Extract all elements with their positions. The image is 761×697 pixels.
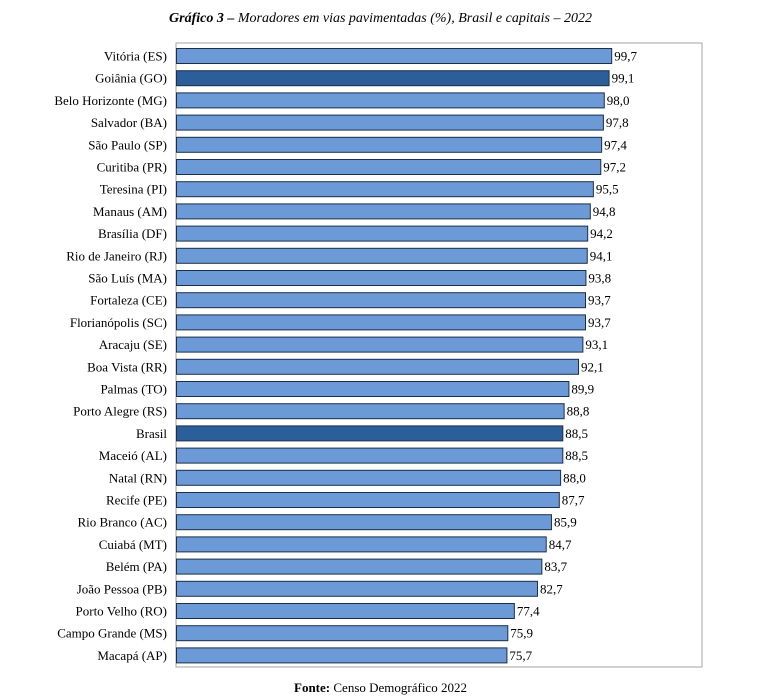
plot-frame [175,42,703,668]
category-label: Vitória (ES) [104,49,167,64]
bar [176,625,509,642]
bar [176,469,562,486]
category-label: Rio de Janeiro (RJ) [66,248,167,263]
bar [176,647,508,664]
value-label: 93,7 [588,315,611,330]
bar [176,181,594,198]
bar [176,514,552,531]
category-label: Belém (PA) [106,559,167,574]
value-label: 97,8 [606,115,629,130]
chart-title-lead: Gráfico 3 – [169,11,235,26]
chart-title: Gráfico 3 – Moradores em vias pavimentad… [0,11,761,27]
bar [176,358,580,375]
value-label: 94,1 [590,248,613,263]
value-label: 93,1 [585,337,608,352]
bar [176,270,587,286]
category-label: Natal (RN) [109,470,167,485]
value-label: 84,7 [549,537,572,552]
value-label: 93,7 [588,293,611,308]
value-label: 98,0 [607,93,630,108]
category-label: Boa Vista (RR) [87,359,167,374]
value-label: 88,5 [565,426,588,441]
value-label: 99,1 [612,71,635,86]
bar [176,292,587,309]
value-label: 83,7 [544,559,567,574]
value-label: 75,9 [510,626,533,641]
bar [176,603,515,619]
category-label: São Luís (MA) [88,271,167,286]
value-label: 88,5 [565,448,588,463]
value-label: 94,8 [593,204,616,219]
bar [176,381,570,397]
category-label: Manaus (AM) [93,204,167,219]
value-label: 88,8 [567,404,590,419]
bar [176,403,565,420]
category-label: Palmas (TO) [100,382,167,397]
bar [176,92,605,109]
category-label: Fortaleza (CE) [90,293,167,308]
value-label: 75,7 [509,648,532,663]
bar [176,558,543,575]
category-label: Teresina (PI) [100,182,167,197]
chart-title-text: Moradores em vias pavimentadas (%), Bras… [237,11,592,26]
bar [176,492,560,508]
category-label: Rio Branco (AC) [77,515,167,530]
category-label: Macapá (AP) [97,648,167,663]
value-label: 77,4 [517,604,540,619]
value-label: 97,4 [604,137,627,152]
bar [176,136,603,153]
category-label: João Pessoa (PB) [77,581,167,596]
bar [176,203,591,220]
bar [176,536,547,553]
bar [176,225,589,242]
category-label: Salvador (BA) [91,115,167,130]
bar [176,48,613,64]
category-label: Maceió (AL) [99,448,167,463]
value-label: 82,7 [540,581,563,596]
category-label: Recife (PE) [106,493,167,508]
category-label: Cuiabá (MT) [99,537,167,552]
bar [176,314,587,331]
category-label: Porto Velho (RO) [76,604,167,619]
bar [176,70,610,87]
bar [176,425,564,442]
bar [176,159,602,175]
bar [176,114,604,131]
chart-source: Fonte: Censo Demográfico 2022 [0,680,761,696]
value-label: 89,9 [571,382,594,397]
category-label: Aracaju (SE) [99,337,167,352]
value-label: 85,9 [554,515,577,530]
category-label: Brasília (DF) [98,226,167,241]
category-label: Porto Alegre (RS) [73,404,167,419]
value-label: 88,0 [563,470,586,485]
value-label: 99,7 [614,49,637,64]
value-label: 95,5 [596,182,619,197]
bar [176,336,584,353]
bar [176,247,588,264]
value-label: 92,1 [581,359,604,374]
category-label: São Paulo (SP) [88,137,167,152]
source-text: Censo Demográfico 2022 [333,680,467,695]
category-label: Florianópolis (SC) [70,315,167,330]
bar [176,580,538,597]
category-label: Brasil [136,426,167,441]
category-label: Campo Grande (MS) [57,626,167,641]
value-label: 94,2 [590,226,613,241]
source-lead: Fonte: [294,680,331,695]
value-label: 87,7 [562,493,585,508]
value-label: 93,8 [588,271,611,286]
category-label: Belo Horizonte (MG) [54,93,167,108]
value-label: 97,2 [603,160,626,175]
category-label: Goiânia (GO) [95,71,167,86]
bar [176,447,564,464]
category-label: Curitiba (PR) [97,160,167,175]
